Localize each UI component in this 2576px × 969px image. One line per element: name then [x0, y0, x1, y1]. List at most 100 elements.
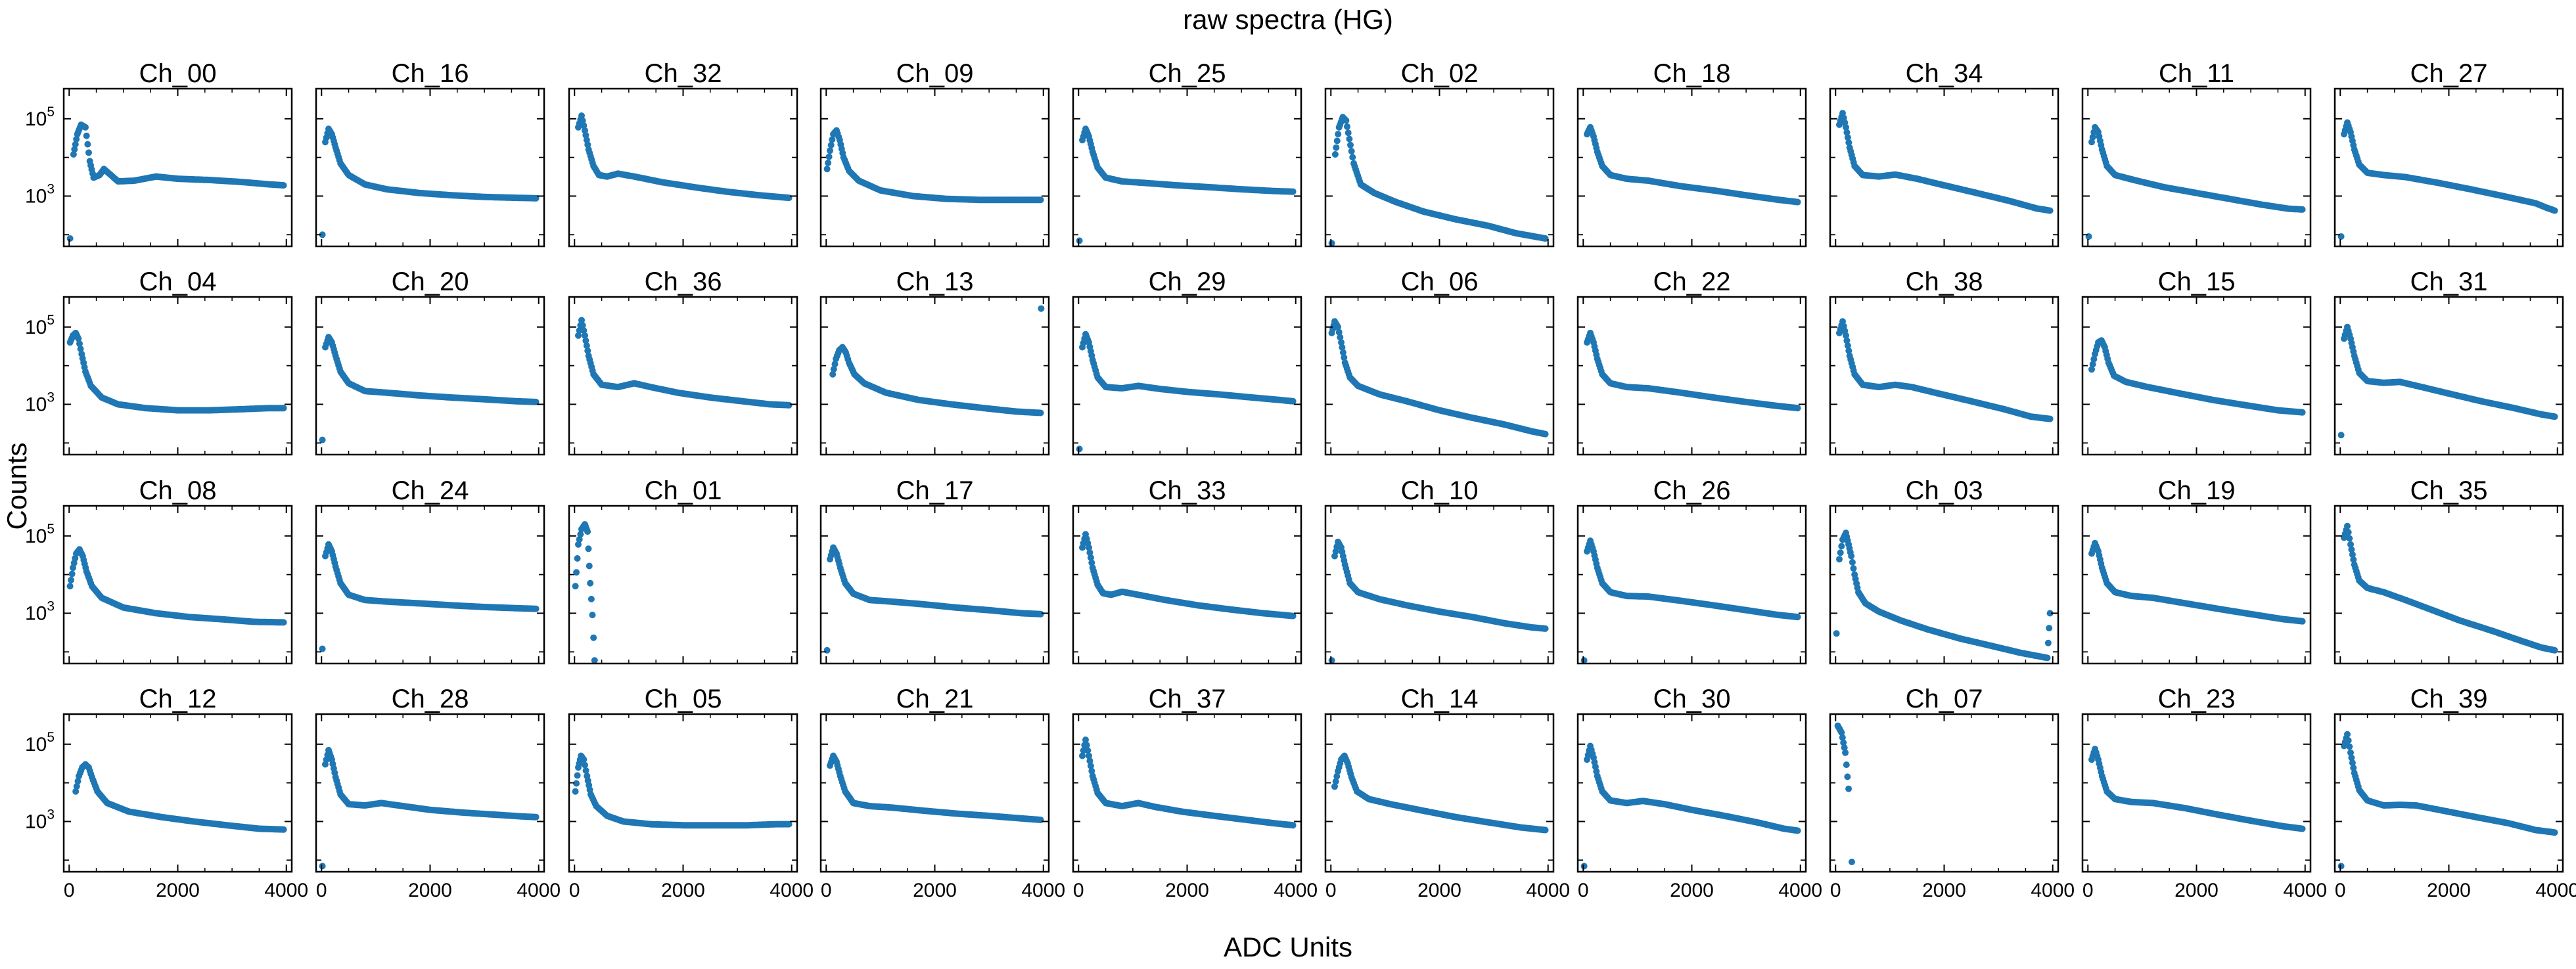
panel-ch-37: Ch_37 0 2000 4000 [1072, 685, 1318, 901]
data-point [1289, 822, 1297, 829]
data-point [572, 788, 579, 795]
panel-title: Ch_05 [645, 685, 722, 713]
panel-frame [1072, 87, 1302, 248]
panel-ch-09: Ch_09 [819, 59, 1050, 248]
panel-title: Ch_02 [1401, 59, 1479, 88]
data-point [66, 235, 74, 242]
y-tick-label: 105 [25, 522, 55, 547]
data-point [1347, 141, 1354, 148]
panel-ch-25: Ch_25 [1072, 59, 1302, 248]
panel-title: Ch_08 [139, 476, 217, 505]
data-point [823, 646, 831, 654]
data-point [584, 528, 591, 535]
panel-title: Ch_32 [645, 59, 722, 88]
panel-ch-24: Ch_24 [315, 476, 545, 665]
x-tick-label: 0 [569, 880, 580, 901]
x-tick-label: 2000 [1165, 880, 1209, 901]
data-point [1076, 445, 1083, 453]
data-point [586, 562, 593, 570]
data-point [319, 863, 326, 870]
data-point [1037, 196, 1044, 204]
data-point [1345, 129, 1352, 137]
panel-frame [568, 505, 798, 665]
data-point [825, 153, 833, 160]
data-point [1348, 148, 1355, 155]
data-point [85, 149, 92, 156]
y-tick-label: 103 [25, 598, 55, 624]
panel-title: Ch_37 [1149, 685, 1226, 713]
data-point [77, 346, 84, 353]
data-point [73, 135, 80, 143]
data-point [1076, 237, 1083, 244]
panel-ch-04: Ch_04 103 105 [25, 267, 293, 456]
data-point [83, 132, 90, 139]
x-tick-label: 2000 [156, 880, 200, 901]
panel-title: Ch_06 [1401, 267, 1479, 296]
panel-frame [568, 296, 798, 456]
data-point [66, 583, 74, 590]
panel-ch-29: Ch_29 [1072, 267, 1302, 456]
data-point [68, 577, 75, 583]
data-point [280, 826, 287, 833]
data-point [1344, 123, 1350, 130]
x-tick-label: 4000 [264, 880, 308, 901]
panel-title: Ch_25 [1149, 59, 1226, 88]
data-point [829, 136, 836, 143]
data-point [1335, 131, 1342, 138]
data-point [532, 813, 540, 821]
x-tick-label: 2000 [913, 880, 957, 901]
data-point [1346, 135, 1353, 143]
data-point [582, 761, 588, 769]
x-tick-label: 4000 [1021, 880, 1065, 901]
panel-ch-36: Ch_36 [568, 267, 798, 456]
data-point [1333, 144, 1340, 151]
figure-title: raw spectra (HG) [1183, 4, 1393, 35]
data-point [70, 151, 77, 158]
data-point [73, 782, 80, 790]
panel-ch-20: Ch_20 [315, 267, 545, 456]
data-point [590, 634, 597, 641]
data-point [72, 788, 80, 795]
panel-title: Ch_17 [896, 476, 974, 505]
data-point [574, 555, 581, 562]
data-point [319, 645, 326, 652]
panel-ch-21: Ch_21 0 2000 4000 [819, 685, 1065, 901]
data-point [71, 146, 78, 153]
data-point [823, 166, 831, 173]
x-tick-label: 4000 [1274, 880, 1318, 901]
panel-frame [62, 505, 293, 665]
panel-title: Ch_21 [896, 685, 974, 713]
data-point [280, 405, 287, 412]
panel-ch-12: Ch_12 0 2000 4000 103 105 [25, 685, 308, 901]
data-point [1037, 610, 1044, 618]
panel-ch-06: Ch_06 [1324, 267, 1555, 456]
panel-frame [819, 87, 1050, 248]
panel-frame [315, 505, 545, 665]
panel-frame [819, 713, 1050, 873]
data-point [827, 141, 835, 148]
panel-frame [1324, 87, 1555, 248]
panel-title: Ch_28 [392, 685, 469, 713]
panel-title: Ch_00 [139, 59, 217, 88]
data-point [582, 767, 589, 774]
panel-ch-32: Ch_32 [568, 59, 798, 248]
data-point [587, 595, 595, 602]
panel-ch-13: Ch_13 [819, 267, 1050, 456]
data-point [1331, 151, 1339, 158]
data-point [72, 141, 79, 148]
panel-frame [315, 296, 545, 456]
panel-title: Ch_13 [896, 267, 974, 296]
panel-title: Ch_33 [1149, 476, 1226, 505]
data-point [76, 340, 83, 348]
panel-frame [819, 505, 1050, 665]
data-point [1289, 397, 1297, 405]
x-tick-label: 4000 [517, 880, 561, 901]
data-point [1343, 117, 1350, 124]
data-point [319, 436, 326, 443]
x-tick-label: 0 [821, 880, 832, 901]
data-point [825, 160, 832, 166]
panel-title: Ch_04 [139, 267, 217, 296]
data-point [580, 756, 587, 763]
y-tick-label: 105 [25, 104, 55, 130]
panel-title: Ch_29 [1149, 267, 1226, 296]
